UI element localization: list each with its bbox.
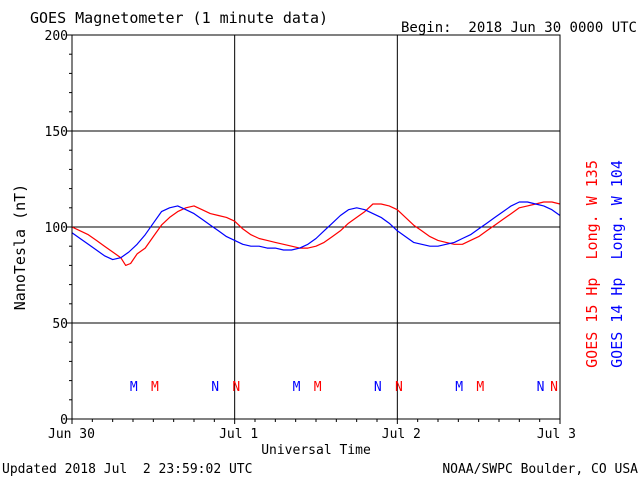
y-tick-label: 200 bbox=[45, 29, 68, 44]
series-line-goes14 bbox=[71, 201, 561, 261]
marker-m: M bbox=[455, 380, 463, 395]
y-tick-label: 100 bbox=[45, 221, 68, 236]
begin-label: Begin: 2018 Jun 30 0000 UTC bbox=[401, 20, 637, 36]
x-tick-label: Jun 30 bbox=[48, 427, 95, 442]
y-tick-label: 50 bbox=[52, 317, 68, 332]
plot-frame bbox=[71, 34, 561, 420]
legend-goes14: GOES 14 Hp Long. W 104 bbox=[608, 160, 626, 368]
series-line-goes15 bbox=[71, 201, 561, 266]
updated-timestamp: Updated 2018 Jul 2 23:59:02 UTC bbox=[2, 462, 252, 477]
legend-goes15: GOES 15 Hp Long. W 135 bbox=[583, 160, 601, 368]
marker-m: M bbox=[314, 380, 322, 395]
marker-n: N bbox=[537, 380, 545, 395]
x-tick-label: Jul 3 bbox=[537, 427, 576, 442]
marker-m: M bbox=[293, 380, 301, 395]
x-axis-label: Universal Time bbox=[261, 443, 371, 458]
x-axis-ticks: Jun 30 Jul 1 Jul 2 Jul 3 bbox=[48, 419, 576, 442]
y-axis-ticks: 0 50 100 150 200 bbox=[45, 29, 72, 428]
marker-m: M bbox=[476, 380, 484, 395]
marker-n: N bbox=[395, 380, 403, 395]
y-axis-label: NanoTesla (nT) bbox=[11, 184, 29, 310]
marker-n: N bbox=[550, 380, 558, 395]
y-tick-label: 0 bbox=[60, 413, 68, 428]
chart-title: GOES Magnetometer (1 minute data) bbox=[30, 9, 328, 27]
source-credit: NOAA/SWPC Boulder, CO USA bbox=[442, 462, 638, 477]
marker-n: N bbox=[211, 380, 219, 395]
marker-n: N bbox=[232, 380, 240, 395]
x-tick-label: Jul 1 bbox=[219, 427, 258, 442]
marker-m: M bbox=[130, 380, 138, 395]
grid-lines bbox=[72, 35, 560, 419]
series-lines bbox=[71, 201, 561, 266]
marker-n: N bbox=[374, 380, 382, 395]
y-tick-label: 150 bbox=[45, 125, 68, 140]
marker-m: M bbox=[151, 380, 159, 395]
x-tick-label: Jul 2 bbox=[382, 427, 421, 442]
